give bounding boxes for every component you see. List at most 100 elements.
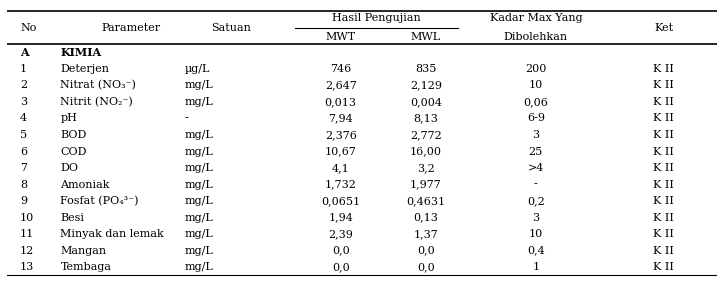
Text: K II: K II	[653, 114, 674, 123]
Text: MWT: MWT	[326, 32, 355, 42]
Text: mg/L: mg/L	[185, 262, 214, 272]
Text: 2,376: 2,376	[325, 130, 357, 140]
Text: pH: pH	[60, 114, 77, 123]
Text: 0,0: 0,0	[417, 246, 434, 256]
Text: K II: K II	[653, 262, 674, 272]
Text: Hasil Pengujian: Hasil Pengujian	[332, 13, 421, 23]
Text: mg/L: mg/L	[185, 163, 214, 173]
Text: 10: 10	[20, 213, 34, 223]
Text: 7,94: 7,94	[329, 114, 353, 123]
Text: 10: 10	[529, 229, 543, 239]
Text: 10: 10	[529, 80, 543, 90]
Text: Deterjen: Deterjen	[60, 64, 109, 74]
Text: 1,37: 1,37	[413, 229, 438, 239]
Text: Parameter: Parameter	[102, 22, 161, 33]
Text: Dibolehkan: Dibolehkan	[504, 32, 568, 42]
Text: mg/L: mg/L	[185, 246, 214, 256]
Text: 835: 835	[415, 64, 437, 74]
Text: 0,004: 0,004	[410, 97, 442, 107]
Text: Fosfat (PO₄³⁻): Fosfat (PO₄³⁻)	[60, 196, 139, 206]
Text: 4: 4	[20, 114, 27, 123]
Text: Satuan: Satuan	[211, 22, 251, 33]
Text: MWL: MWL	[411, 32, 441, 42]
Text: Amoniak: Amoniak	[60, 180, 110, 190]
Text: mg/L: mg/L	[185, 97, 214, 107]
Text: 3: 3	[20, 97, 27, 107]
Text: 13: 13	[20, 262, 34, 272]
Text: mg/L: mg/L	[185, 213, 214, 223]
Text: 1: 1	[532, 262, 539, 272]
Text: µg/L: µg/L	[185, 64, 210, 74]
Text: -: -	[185, 114, 188, 123]
Text: 0,013: 0,013	[325, 97, 357, 107]
Text: 0,4631: 0,4631	[406, 196, 445, 206]
Text: K II: K II	[653, 97, 674, 107]
Text: 1,94: 1,94	[328, 213, 353, 223]
Text: mg/L: mg/L	[185, 146, 214, 157]
Text: >4: >4	[528, 163, 544, 173]
Text: mg/L: mg/L	[185, 80, 214, 90]
Text: 0,13: 0,13	[413, 213, 438, 223]
Text: 746: 746	[330, 64, 351, 74]
Text: K II: K II	[653, 163, 674, 173]
Text: mg/L: mg/L	[185, 130, 214, 140]
Text: COD: COD	[60, 146, 87, 157]
Text: K II: K II	[653, 196, 674, 206]
Text: 0,0: 0,0	[332, 246, 350, 256]
Text: 2,39: 2,39	[328, 229, 353, 239]
Text: 0,0: 0,0	[332, 262, 350, 272]
Text: Kadar Max Yang: Kadar Max Yang	[489, 13, 582, 23]
Text: A: A	[20, 47, 29, 58]
Text: 0,2: 0,2	[527, 196, 544, 206]
Text: -: -	[534, 180, 538, 190]
Text: 0,0: 0,0	[417, 262, 434, 272]
Text: K II: K II	[653, 229, 674, 239]
Text: 0,06: 0,06	[523, 97, 548, 107]
Text: Besi: Besi	[60, 213, 85, 223]
Text: mg/L: mg/L	[185, 180, 214, 190]
Text: 1,977: 1,977	[410, 180, 442, 190]
Text: 0,4: 0,4	[527, 246, 544, 256]
Text: Nitrat (NO₃⁻): Nitrat (NO₃⁻)	[60, 80, 136, 90]
Text: 1: 1	[20, 64, 27, 74]
Text: 10,67: 10,67	[325, 146, 357, 157]
Text: K II: K II	[653, 146, 674, 157]
Text: 3: 3	[532, 213, 539, 223]
Text: K II: K II	[653, 130, 674, 140]
Text: Nitrit (NO₂⁻): Nitrit (NO₂⁻)	[60, 97, 133, 107]
Text: mg/L: mg/L	[185, 196, 214, 206]
Text: DO: DO	[60, 163, 78, 173]
Text: Mangan: Mangan	[60, 246, 106, 256]
Text: 2,129: 2,129	[410, 80, 442, 90]
Text: 2: 2	[20, 80, 27, 90]
Text: K II: K II	[653, 80, 674, 90]
Text: 9: 9	[20, 196, 27, 206]
Text: No: No	[20, 22, 36, 33]
Text: 25: 25	[529, 146, 543, 157]
Text: 11: 11	[20, 229, 34, 239]
Text: 16,00: 16,00	[410, 146, 442, 157]
Text: Tembaga: Tembaga	[60, 262, 111, 272]
Text: BOD: BOD	[60, 130, 87, 140]
Text: 12: 12	[20, 246, 34, 256]
Text: mg/L: mg/L	[185, 229, 214, 239]
Text: 3,2: 3,2	[417, 163, 434, 173]
Text: Ket: Ket	[654, 22, 673, 33]
Text: 6-9: 6-9	[527, 114, 545, 123]
Text: 2,647: 2,647	[325, 80, 357, 90]
Text: 8: 8	[20, 180, 27, 190]
Text: 2,772: 2,772	[410, 130, 442, 140]
Text: K II: K II	[653, 213, 674, 223]
Text: KIMIA: KIMIA	[60, 47, 101, 58]
Text: K II: K II	[653, 180, 674, 190]
Text: 200: 200	[525, 64, 547, 74]
Text: 5: 5	[20, 130, 27, 140]
Text: 4,1: 4,1	[332, 163, 350, 173]
Text: 6: 6	[20, 146, 27, 157]
Text: 8,13: 8,13	[413, 114, 438, 123]
Text: 3: 3	[532, 130, 539, 140]
Text: K II: K II	[653, 64, 674, 74]
Text: K II: K II	[653, 246, 674, 256]
Text: Minyak dan lemak: Minyak dan lemak	[60, 229, 164, 239]
Text: 0,0651: 0,0651	[321, 196, 361, 206]
